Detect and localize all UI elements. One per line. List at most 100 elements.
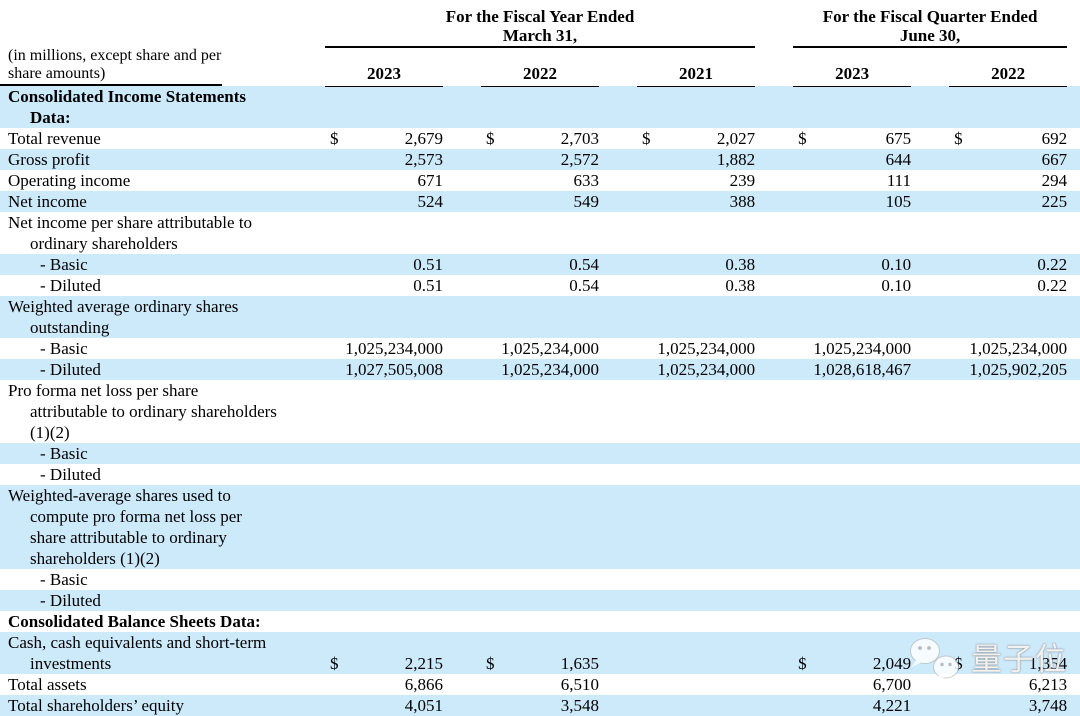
table-row: - Diluted	[0, 590, 1080, 611]
column-gap	[599, 191, 637, 212]
cell-value: $2,027	[642, 129, 756, 148]
cell-value: 4,051	[404, 696, 443, 715]
table-body: Consolidated Income Statements Data: Tota…	[0, 86, 1080, 716]
row-label: Weighted average ordinary shares outstan…	[8, 297, 239, 337]
column-gap	[911, 695, 949, 716]
column-gap	[911, 674, 949, 695]
column-gap	[599, 149, 637, 170]
cell-value	[637, 590, 755, 611]
table-row: Consolidated Income Statements Data:	[0, 86, 1080, 128]
column-gap	[911, 128, 949, 149]
table-row: - Diluted 0.51 0.54 0.38 0.10 0.22	[0, 275, 1080, 296]
cell-value	[481, 611, 599, 632]
column-gap	[755, 674, 793, 695]
column-gap	[443, 212, 481, 254]
cell-value: 3,748	[1028, 696, 1068, 715]
row-label: Total assets	[8, 675, 87, 694]
cell-value: $2,049	[798, 654, 912, 673]
table-row: Pro forma net loss per share attributabl…	[0, 380, 1080, 443]
right-spacer	[1067, 359, 1080, 380]
row-label: - Diluted	[40, 591, 101, 610]
column-gap	[599, 338, 637, 359]
dollar-sign: $	[486, 129, 495, 148]
table-row: Total assets 6,866 6,510 6,700 6,213	[0, 674, 1080, 695]
column-gap	[755, 170, 793, 191]
dollar-sign: $	[798, 654, 807, 673]
column-gap	[599, 569, 637, 590]
column-gap	[443, 296, 481, 338]
cell-value: 644	[885, 150, 912, 169]
cell-value	[481, 296, 599, 338]
right-spacer	[1067, 128, 1080, 149]
right-spacer	[1067, 296, 1080, 338]
cell-value	[481, 569, 599, 590]
cell-value	[481, 590, 599, 611]
column-gap	[443, 443, 481, 464]
column-gap	[755, 632, 793, 674]
cell-value	[325, 569, 443, 590]
cell-value	[325, 86, 443, 128]
column-gap	[599, 485, 637, 569]
column-gap	[443, 485, 481, 569]
column-gap	[911, 212, 949, 254]
right-spacer	[1067, 674, 1080, 695]
cell-value: 524	[417, 192, 444, 211]
column-gap	[599, 464, 637, 485]
table-row: Total shareholders’ equity 4,051 3,548 4,22…	[0, 695, 1080, 716]
column-gap	[911, 191, 949, 212]
column-gap	[755, 86, 793, 128]
cell-value	[325, 464, 443, 485]
row-label: Consolidated Balance Sheets Data:	[8, 612, 261, 631]
year-column-fy-2021: 2021	[637, 47, 756, 87]
cell-value: 667	[1041, 150, 1068, 169]
cell-value	[481, 443, 599, 464]
cell-value: 225	[1041, 192, 1068, 211]
column-gap	[443, 380, 481, 443]
right-spacer	[1067, 464, 1080, 485]
column-gap	[443, 674, 481, 695]
cell-value: 1,025,234,000	[657, 360, 756, 379]
column-gap	[443, 128, 481, 149]
column-gap	[755, 611, 793, 632]
year-column-q-2023: 2023	[793, 47, 912, 87]
cell-value	[949, 443, 1067, 464]
dollar-sign: $	[798, 129, 807, 148]
column-gap	[755, 443, 793, 464]
dollar-sign: $	[330, 129, 339, 148]
header-gap	[443, 47, 481, 86]
column-gap	[755, 485, 793, 569]
column-gap	[443, 569, 481, 590]
row-label: Total revenue	[8, 129, 101, 148]
cell-value: 1,025,234,000	[969, 339, 1068, 358]
column-gap	[911, 296, 949, 338]
cell-value: 0.54	[569, 276, 599, 295]
column-gap	[443, 632, 481, 674]
table-note-cell: (in millions, except share and per share…	[0, 0, 325, 86]
header-spacer	[1067, 47, 1080, 86]
table-row: Operating income 671 633 239 111 294	[0, 170, 1080, 191]
cell-value	[325, 212, 443, 254]
cell-value: 294	[1041, 171, 1068, 190]
cell-value: 0.10	[881, 255, 912, 274]
cell-value	[949, 296, 1067, 338]
table-row: Net income per share attributable to ord…	[0, 212, 1080, 254]
column-gap	[911, 338, 949, 359]
cell-value	[325, 443, 443, 464]
column-gap	[755, 359, 793, 380]
cell-value	[793, 380, 911, 443]
column-gap	[443, 275, 481, 296]
column-gap	[599, 611, 637, 632]
row-label: Pro forma net loss per share attributabl…	[8, 381, 277, 442]
column-gap	[599, 275, 637, 296]
row-label: - Basic	[40, 255, 88, 274]
table-row: Weighted-average shares used to compute …	[0, 485, 1080, 569]
cell-value	[949, 611, 1067, 632]
cell-value: 1,025,234,000	[501, 339, 599, 358]
table-row: Gross profit 2,573 2,572 1,882 644 667	[0, 149, 1080, 170]
header-years-row: 2023 2022 2021 2023 2022	[0, 47, 1080, 87]
right-spacer	[1067, 569, 1080, 590]
cell-value: 6,700	[872, 675, 912, 694]
column-gap	[599, 674, 637, 695]
cell-value: 1,025,234,000	[345, 339, 443, 358]
